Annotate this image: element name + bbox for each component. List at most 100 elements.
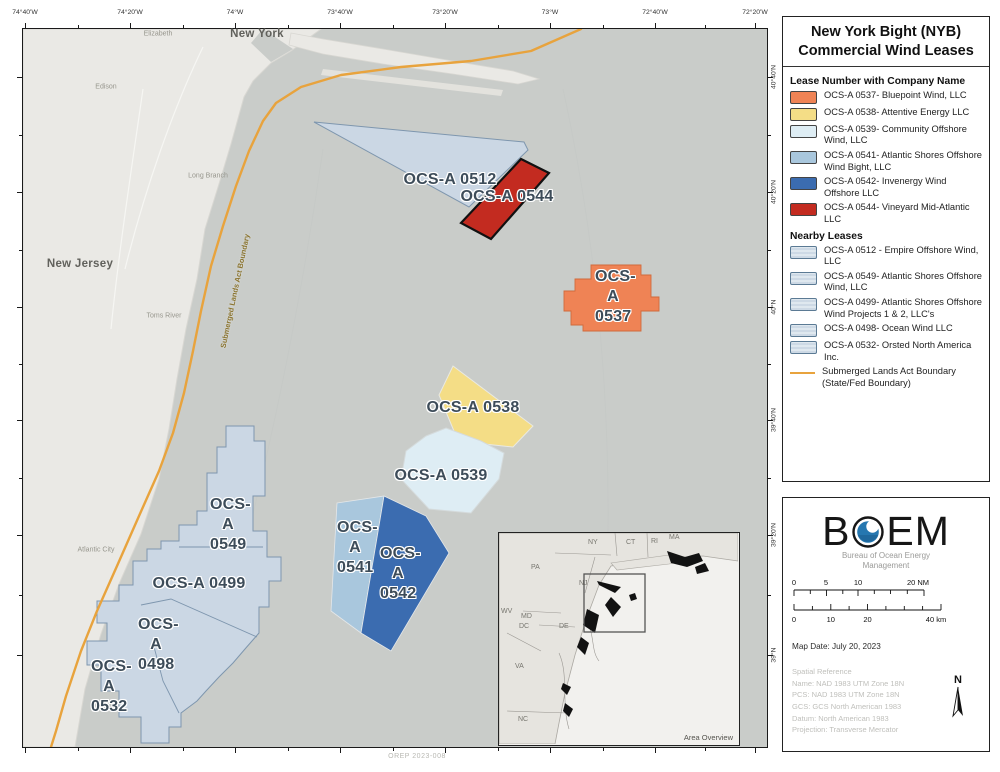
boem-subtitle: Bureau of Ocean Energy Management [783, 551, 989, 572]
legend-section-nearby: Nearby Leases [790, 230, 863, 242]
legend-swatch-0544 [790, 203, 817, 217]
legend-swatch-0499 [790, 298, 817, 311]
lon-label-2: 74°W [226, 9, 244, 16]
lon-label-4: 73°20'W [432, 9, 458, 16]
legend-swatch-0542 [790, 177, 817, 191]
legend-label-0544: OCS-A 0544- Vineyard Mid-Atlantic LLC [824, 202, 970, 224]
legend-label-0537: OCS-A 0537- Bluepoint Wind, LLC [824, 89, 967, 100]
map-date: Map Date: July 20, 2023 [792, 642, 881, 651]
legend-item-0512: OCS-A 0512 - Empire Offshore Wind, LLC [790, 245, 982, 268]
scale-nm-5: 5 [824, 578, 828, 587]
spatial-ref-projection: Projection: Transverse Mercator [792, 725, 899, 735]
lon-label-5: 73°W [541, 9, 559, 16]
lease-0542-polygon [360, 495, 450, 652]
map-graphics [23, 29, 660, 747]
lease-0512-polygon [313, 121, 529, 208]
scale-bar: 0 5 10 20 NM 0 10 20 40 km [792, 578, 946, 624]
nearby-cluster-dividers [140, 546, 263, 714]
spatial-ref-pcs: PCS: NAD 1983 UTM Zone 18N [792, 690, 900, 700]
legend-item-boundary: Submerged Lands Act Boundary (State/Fed … [790, 366, 982, 389]
legend-swatch-0498 [790, 324, 817, 338]
map-canvas: Submerged Lands Act Boundary New York Ne… [22, 28, 768, 748]
legend-body: Lease Number with Company Name OCS-A 053… [783, 67, 989, 390]
legend-label-0542: OCS-A 0542- Invenergy Wind Offshore LLC [824, 176, 947, 198]
lon-label-0: 74°40'W [12, 9, 38, 16]
inset-focus-rectangle [583, 573, 646, 633]
legend-label-0538: OCS-A 0538- Attentive Energy LLC [824, 106, 970, 117]
lat-label-0: 40°40'N [770, 64, 778, 90]
lease-0537-polygon [563, 264, 660, 332]
legend-swatch-0532 [790, 341, 817, 355]
spatial-ref-title: Spatial Reference [792, 667, 852, 676]
legend-swatch-0512 [790, 245, 817, 259]
north-arrow-icon [952, 686, 963, 718]
land-long-island [288, 32, 541, 85]
legend-item-0539: OCS-A 0539- Community Offshore Wind, LLC [790, 124, 982, 147]
lon-label-1: 74°20'W [117, 9, 143, 16]
north-arrow: N [949, 674, 967, 725]
legend-item-0544: OCS-A 0544- Vineyard Mid-Atlantic LLC [790, 202, 982, 225]
boem-letters-em: EM [886, 508, 950, 554]
boem-letter-b: B [822, 508, 851, 554]
legend-label-0539: OCS-A 0539- Community Offshore Wind, LLC [824, 123, 967, 146]
legend-item-0542: OCS-A 0542- Invenergy Wind Offshore LLC [790, 176, 982, 199]
boem-globe-icon [852, 516, 885, 548]
lease-0538-polygon [438, 365, 534, 448]
legend-swatch-0537 [790, 90, 817, 104]
inset-lease-areas [561, 551, 709, 717]
spatial-reference-block: Spatial Reference Name: NAD 1983 UTM Zon… [792, 666, 904, 736]
legend-item-0537: OCS-A 0537- Bluepoint Wind, LLC [790, 90, 982, 104]
lat-label-5: 39°N [770, 647, 778, 663]
legend-label-0541: OCS-A 0541- Atlantic Shores Offshore Win… [824, 149, 982, 172]
legend-swatch-0539 [790, 124, 817, 138]
north-arrow-label: N [954, 674, 962, 686]
lease-0544-polygon [459, 157, 551, 241]
legend-swatch-0549 [790, 271, 817, 285]
legend-swatch-0538 [790, 107, 817, 121]
barrier-island [321, 69, 503, 96]
legend-item-0541: OCS-A 0541- Atlantic Shores Offshore Win… [790, 150, 982, 173]
map-title: New York Bight (NYB) Commercial Wind Lea… [783, 17, 989, 67]
submerged-lands-boundary-line [49, 29, 583, 747]
area-overview-inset: NY CT RI MA PA NJ WV MD DC DE VA NC Area… [498, 532, 740, 746]
inset-caption: Area Overview [683, 733, 733, 742]
scale-km-10: 10 [827, 615, 835, 624]
map-title-line2: Commercial Wind Leases [798, 42, 974, 59]
spatial-ref-name: Name: NAD 1983 UTM Zone 18N [792, 678, 905, 688]
boem-subtitle-line1: Bureau of Ocean Energy [841, 551, 931, 560]
boem-subtitle-line2: Management [862, 561, 910, 571]
legend-item-0532: OCS-A 0532- Orsted North America Inc. [790, 340, 982, 363]
scale-km-0: 0 [792, 615, 796, 624]
scale-km-40: 40 km [926, 615, 946, 624]
inset-graphics [498, 532, 739, 745]
spatial-ref-datum: Datum: North American 1983 [792, 713, 889, 723]
nearby-cluster-polygon [86, 425, 282, 744]
lat-label-1: 40°20'N [770, 179, 778, 205]
lat-label-2: 40°N [770, 299, 778, 315]
scale-km-20: 20 [863, 615, 871, 624]
legend-label-0512: OCS-A 0512 - Empire Offshore Wind, LLC [824, 244, 979, 267]
legend-item-0499: OCS-A 0499- Atlantic Shores Offshore Win… [790, 297, 982, 320]
lease-0539-polygon [400, 427, 505, 514]
lon-label-7: 72°20'W [742, 9, 768, 16]
bay-water [251, 29, 293, 62]
scale-nm-20: 20 NM [907, 578, 929, 587]
legend-section-leases: Lease Number with Company Name [790, 75, 966, 87]
logo-panel: B EM Bureau of Ocean Energy Management 0… [782, 497, 990, 752]
legend-label-0498: OCS-A 0498- Ocean Wind LLC [824, 323, 953, 334]
spatial-ref-gcs: GCS: GCS North American 1983 [792, 701, 902, 711]
scale-nm-10: 10 [854, 578, 862, 587]
road-lines [110, 46, 204, 330]
legend-item-0498: OCS-A 0498- Ocean Wind LLC [790, 323, 982, 338]
lat-label-4: 39°20'N [770, 522, 778, 548]
boem-logo: B EM [783, 508, 989, 554]
legend-item-0538: OCS-A 0538- Attentive Energy LLC [790, 107, 982, 121]
lat-label-3: 39°40'N [770, 407, 778, 433]
legend-item-0549: OCS-A 0549- Atlantic Shores Offshore Win… [790, 271, 982, 294]
land-new-jersey [23, 29, 322, 747]
map-footnote: OREP 2023-008 [388, 753, 446, 760]
legend-panel: New York Bight (NYB) Commercial Wind Lea… [782, 16, 990, 482]
scale-nm-0: 0 [792, 578, 796, 587]
legend-swatch-boundary-line [790, 372, 815, 375]
